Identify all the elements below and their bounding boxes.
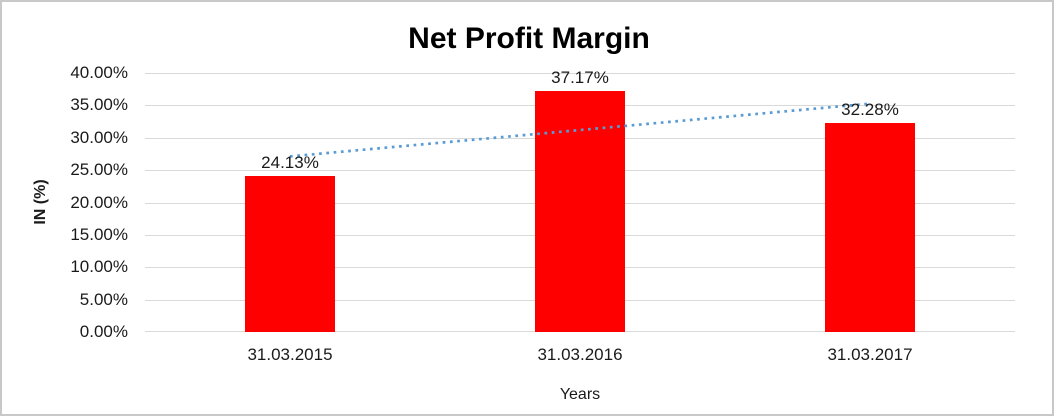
y-tick-label: 10.00% xyxy=(70,257,128,276)
y-tick-label: 40.00% xyxy=(70,63,128,82)
bar xyxy=(825,123,915,332)
y-tick-label: 5.00% xyxy=(79,290,128,309)
y-tick-label: 30.00% xyxy=(70,128,128,147)
bar-value-label: 37.17% xyxy=(551,68,609,87)
chart-title: Net Profit Margin xyxy=(408,22,650,55)
y-tick-label: 25.00% xyxy=(70,160,128,179)
x-axis-title: Years xyxy=(559,386,601,403)
x-tick-label: 31.03.2015 xyxy=(247,345,333,364)
y-tick-label: 35.00% xyxy=(70,95,128,114)
bar xyxy=(245,176,335,332)
y-tick-label: 20.00% xyxy=(70,193,128,212)
x-tick-label: 31.03.2017 xyxy=(827,345,913,364)
bar-value-label: 32.28% xyxy=(841,100,899,119)
gridline xyxy=(145,73,1015,74)
plot-area xyxy=(145,73,1015,332)
trendline xyxy=(289,102,871,158)
bar-value-label: 24.13% xyxy=(261,153,319,172)
y-tick-label: 15.00% xyxy=(70,225,128,244)
y-tick-label: 0.00% xyxy=(79,322,128,341)
x-tick-label: 31.03.2016 xyxy=(537,345,623,364)
bar xyxy=(535,91,625,332)
